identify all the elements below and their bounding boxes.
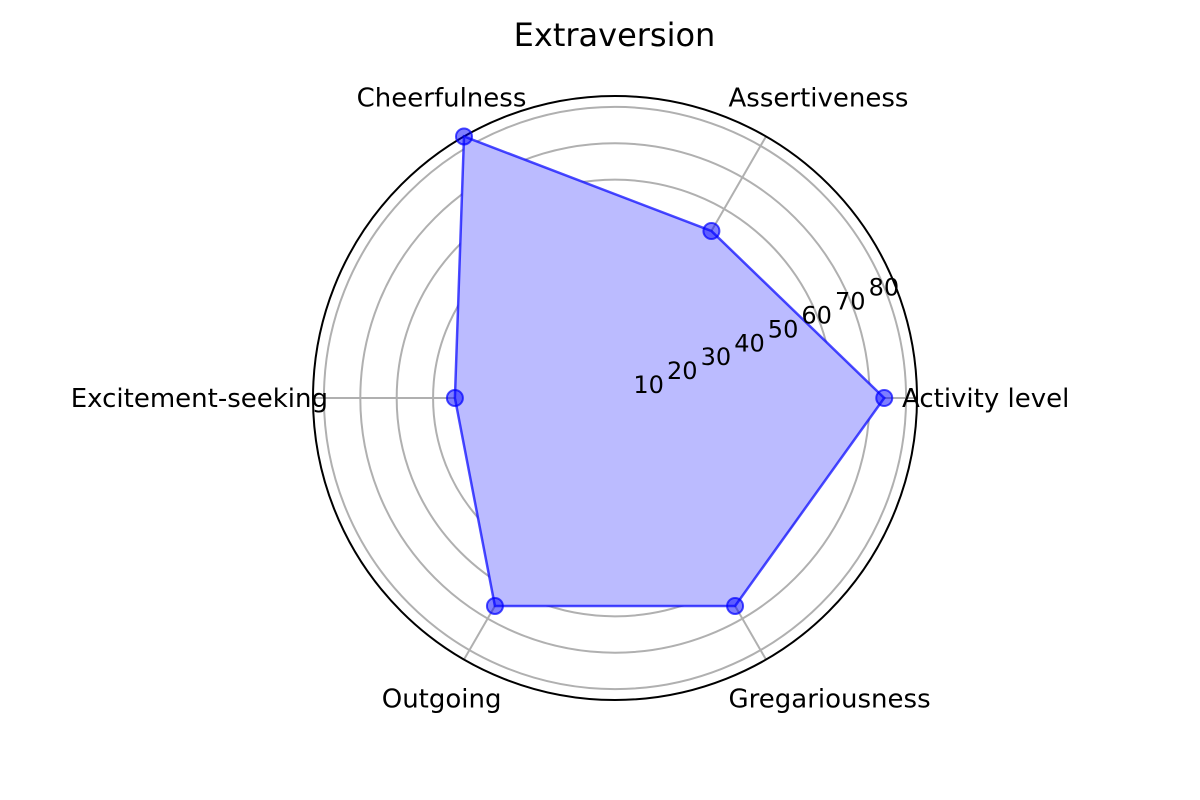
radial-tick-label: 10 bbox=[633, 371, 664, 399]
data-point-1 bbox=[702, 221, 721, 240]
data-point-5 bbox=[726, 596, 745, 615]
data-point-2 bbox=[455, 127, 473, 146]
data-point-3 bbox=[445, 389, 464, 407]
axis-label-excitement-seeking: Excitement-seeking bbox=[71, 384, 328, 414]
axis-label-gregariousness: Gregariousness bbox=[729, 685, 931, 715]
label-layer: 10 20 30 40 50 60 70 80 Activity level Assertiven… bbox=[71, 83, 1070, 714]
radial-tick-label: 40 bbox=[734, 329, 765, 357]
radial-tick-label: 60 bbox=[801, 301, 832, 329]
outer-frame bbox=[312, 95, 918, 701]
axis-label-cheerfulness: Cheerfulness bbox=[357, 83, 527, 113]
axis-label-activity-level: Activity level bbox=[902, 384, 1069, 414]
chart-title: Extraversion bbox=[513, 16, 716, 54]
axis-label-assertiveness: Assertiveness bbox=[729, 83, 909, 113]
axis-label-outgoing: Outgoing bbox=[382, 685, 502, 715]
data-point-0 bbox=[875, 389, 894, 407]
radial-tick-label: 20 bbox=[667, 357, 698, 385]
radial-tick-label: 80 bbox=[869, 274, 900, 302]
data-layer bbox=[445, 127, 894, 615]
radial-tick-label: 50 bbox=[768, 315, 799, 343]
radial-tick-label: 70 bbox=[835, 288, 866, 316]
radial-tick-label: 30 bbox=[701, 343, 732, 371]
data-point-4 bbox=[485, 596, 504, 615]
